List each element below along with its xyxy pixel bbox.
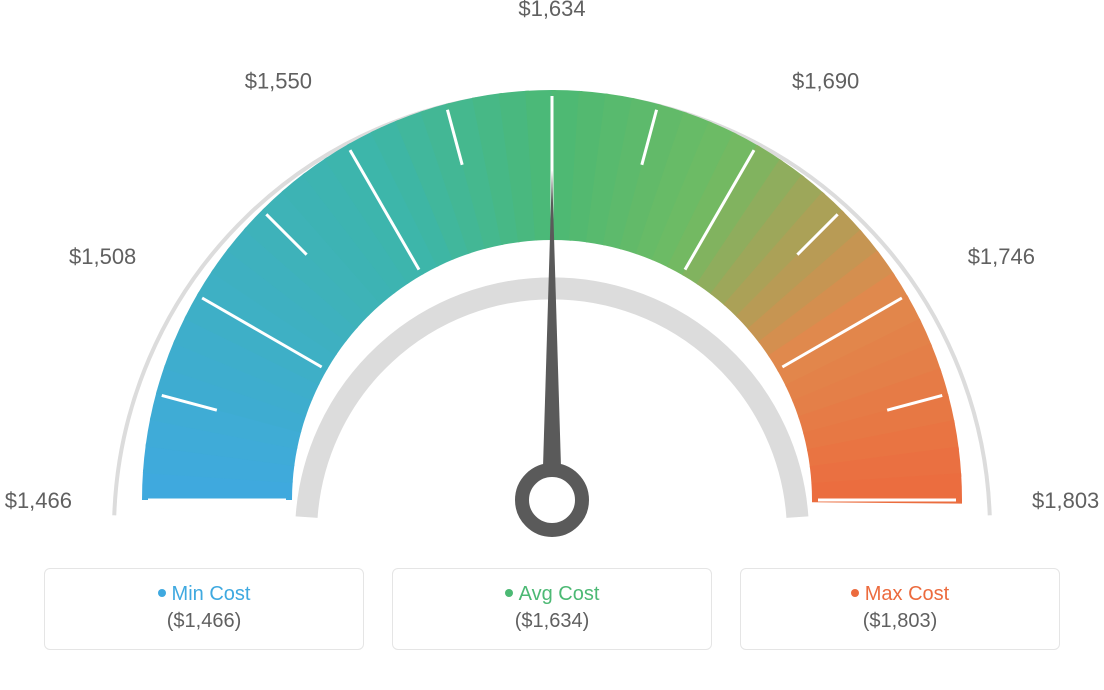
svg-text:$1,550: $1,550 [245, 68, 312, 93]
dot-icon [158, 589, 166, 597]
svg-text:$1,803: $1,803 [1032, 488, 1099, 513]
legend-title-min: Min Cost [55, 583, 353, 606]
legend-title-avg: Avg Cost [403, 583, 701, 606]
legend-value-avg: ($1,634) [403, 610, 701, 633]
legend-card-max: Max Cost ($1,803) [740, 568, 1060, 650]
dot-icon [505, 589, 513, 597]
svg-text:$1,508: $1,508 [69, 244, 136, 269]
legend-value-max: ($1,803) [751, 610, 1049, 633]
legend-card-avg: Avg Cost ($1,634) [392, 568, 712, 650]
legend-row: Min Cost ($1,466) Avg Cost ($1,634) Max … [0, 568, 1104, 650]
legend-card-min: Min Cost ($1,466) [44, 568, 364, 650]
svg-text:$1,466: $1,466 [5, 488, 72, 513]
svg-text:$1,690: $1,690 [792, 68, 859, 93]
gauge-chart: $1,466 $1,508 $1,550 $1,634 $1,690 $1,746 $1,8… [0, 0, 1104, 560]
legend-title-text: Max Cost [865, 583, 949, 605]
dot-icon [851, 589, 859, 597]
svg-text:$1,634: $1,634 [518, 0, 585, 21]
legend-title-text: Min Cost [172, 583, 251, 605]
legend-title-max: Max Cost [751, 583, 1049, 606]
svg-text:$1,746: $1,746 [968, 244, 1035, 269]
gauge-svg: $1,466 $1,508 $1,550 $1,634 $1,690 $1,746 $1,8… [0, 0, 1104, 560]
legend-title-text: Avg Cost [519, 583, 600, 605]
legend-value-min: ($1,466) [55, 610, 353, 633]
